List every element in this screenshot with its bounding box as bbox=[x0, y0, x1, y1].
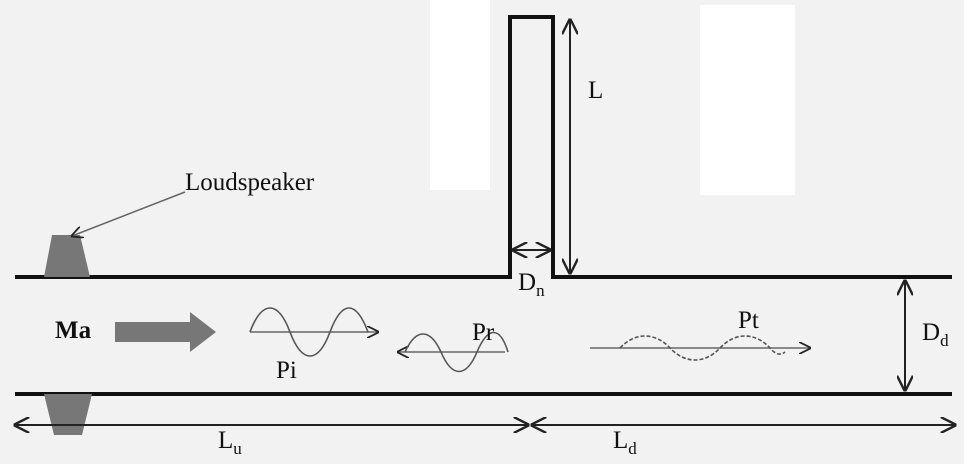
incident-label: Pi bbox=[276, 357, 297, 384]
neck-diameter-label: Dn bbox=[518, 269, 545, 300]
subscript: d bbox=[940, 331, 949, 350]
symbol: D bbox=[922, 319, 940, 346]
reflected-wave bbox=[404, 331, 509, 373]
loudspeaker-label: Loudspeaker bbox=[185, 169, 315, 196]
subscript: n bbox=[536, 281, 545, 300]
subscript: d bbox=[628, 439, 637, 458]
symbol: L bbox=[218, 427, 233, 454]
loudspeaker-pointer bbox=[72, 191, 186, 236]
incident-wave bbox=[249, 307, 369, 357]
patch bbox=[430, 0, 490, 190]
symbol: D bbox=[518, 269, 536, 296]
symbol: L bbox=[613, 427, 628, 454]
neck-length-label: L bbox=[588, 77, 603, 104]
subscript: u bbox=[233, 439, 242, 458]
reflected-label: Pr bbox=[472, 319, 495, 346]
downstream-length-label: Ld bbox=[613, 427, 637, 458]
patch bbox=[700, 5, 795, 195]
transmitted-label: Pt bbox=[738, 307, 759, 334]
upstream-length-label: Lu bbox=[218, 427, 242, 458]
mach-label: Ma bbox=[55, 317, 92, 344]
flow-arrow bbox=[115, 312, 216, 352]
duct-diameter-label: Dd bbox=[922, 319, 949, 350]
transmitted-wave bbox=[619, 335, 786, 361]
duct-top-wall bbox=[15, 15, 952, 279]
loudspeaker-top bbox=[44, 235, 90, 277]
